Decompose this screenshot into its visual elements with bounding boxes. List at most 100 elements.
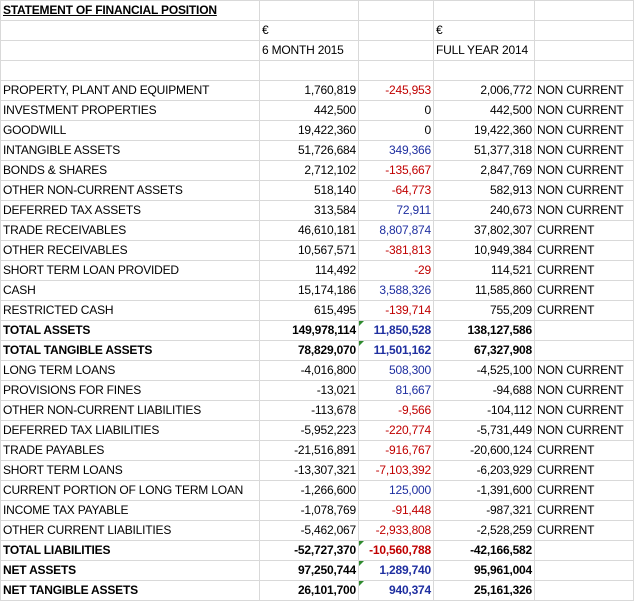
classification[interactable]: NON CURRENT	[534, 160, 634, 181]
h1-value[interactable]: 313,584	[259, 200, 359, 221]
h1-value[interactable]: 46,610,181	[259, 220, 359, 241]
change-value[interactable]: -64,773	[358, 180, 434, 201]
classification[interactable]: NON CURRENT	[534, 120, 634, 141]
change-value[interactable]: -10,560,788	[358, 540, 434, 561]
classification[interactable]: NON CURRENT	[534, 100, 634, 121]
h1-value[interactable]: 1,760,819	[259, 80, 359, 101]
h1-value[interactable]: 518,140	[259, 180, 359, 201]
row-label[interactable]: OTHER NON-CURRENT LIABILITIES	[0, 400, 260, 421]
h1-value[interactable]: 10,567,571	[259, 240, 359, 261]
change-value[interactable]: 81,667	[358, 380, 434, 401]
fy-value[interactable]: -104,112	[433, 400, 535, 421]
classification[interactable]: CURRENT	[534, 300, 634, 321]
change-value[interactable]: -381,813	[358, 240, 434, 261]
empty-cell[interactable]	[433, 0, 535, 21]
classification[interactable]: CURRENT	[534, 240, 634, 261]
fy-value[interactable]: 114,521	[433, 260, 535, 281]
row-label[interactable]: NET ASSETS	[0, 560, 260, 581]
classification[interactable]: CURRENT	[534, 260, 634, 281]
classification[interactable]: NON CURRENT	[534, 140, 634, 161]
empty-cell[interactable]	[0, 20, 260, 41]
h1-value[interactable]: 51,726,684	[259, 140, 359, 161]
fy-value[interactable]: 95,961,004	[433, 560, 535, 581]
period-h1-header[interactable]: 6 MONTH 2015	[259, 40, 359, 61]
h1-value[interactable]: -13,021	[259, 380, 359, 401]
fy-value[interactable]: -1,391,600	[433, 480, 535, 501]
h1-value[interactable]: 149,978,114	[259, 320, 359, 341]
row-label[interactable]: LONG TERM LOANS	[0, 360, 260, 381]
row-label[interactable]: DEFERRED TAX LIABILITIES	[0, 420, 260, 441]
change-value[interactable]: -220,774	[358, 420, 434, 441]
change-value[interactable]: -245,953	[358, 80, 434, 101]
empty-cell[interactable]	[0, 40, 260, 61]
row-label[interactable]: INTANGIBLE ASSETS	[0, 140, 260, 161]
classification[interactable]: NON CURRENT	[534, 80, 634, 101]
row-label[interactable]: CURRENT PORTION OF LONG TERM LOAN	[0, 480, 260, 501]
empty-cell[interactable]	[433, 60, 535, 81]
empty-cell[interactable]	[358, 0, 434, 21]
classification[interactable]: NON CURRENT	[534, 380, 634, 401]
empty-cell[interactable]	[534, 20, 634, 41]
change-value[interactable]: 72,911	[358, 200, 434, 221]
fy-value[interactable]: 755,209	[433, 300, 535, 321]
classification[interactable]: NON CURRENT	[534, 400, 634, 421]
row-label[interactable]: INVESTMENT PROPERTIES	[0, 100, 260, 121]
classification[interactable]: NON CURRENT	[534, 420, 634, 441]
change-value[interactable]: 8,807,874	[358, 220, 434, 241]
h1-value[interactable]: -5,462,067	[259, 520, 359, 541]
h1-value[interactable]: -1,266,600	[259, 480, 359, 501]
change-value[interactable]: 349,366	[358, 140, 434, 161]
row-label[interactable]: PROPERTY, PLANT AND EQUIPMENT	[0, 80, 260, 101]
change-value[interactable]: -2,933,808	[358, 520, 434, 541]
row-label[interactable]: PROVISIONS FOR FINES	[0, 380, 260, 401]
h1-value[interactable]: 15,174,186	[259, 280, 359, 301]
h1-value[interactable]: -52,727,370	[259, 540, 359, 561]
fy-value[interactable]: -42,166,582	[433, 540, 535, 561]
fy-value[interactable]: 37,802,307	[433, 220, 535, 241]
classification[interactable]: CURRENT	[534, 520, 634, 541]
h1-value[interactable]: 26,101,700	[259, 580, 359, 601]
classification[interactable]	[534, 580, 634, 601]
change-value[interactable]: -7,103,392	[358, 460, 434, 481]
change-value[interactable]: -135,667	[358, 160, 434, 181]
classification[interactable]: CURRENT	[534, 480, 634, 501]
h1-value[interactable]: 19,422,360	[259, 120, 359, 141]
h1-value[interactable]: 615,495	[259, 300, 359, 321]
fy-value[interactable]: 19,422,360	[433, 120, 535, 141]
fy-value[interactable]: -6,203,929	[433, 460, 535, 481]
h1-value[interactable]: 114,492	[259, 260, 359, 281]
change-value[interactable]: 1,289,740	[358, 560, 434, 581]
h1-value[interactable]: -13,307,321	[259, 460, 359, 481]
empty-cell[interactable]	[358, 60, 434, 81]
fy-value[interactable]: 582,913	[433, 180, 535, 201]
row-label[interactable]: DEFERRED TAX ASSETS	[0, 200, 260, 221]
fy-value[interactable]: 51,377,318	[433, 140, 535, 161]
classification[interactable]	[534, 340, 634, 361]
classification[interactable]: CURRENT	[534, 280, 634, 301]
empty-cell[interactable]	[358, 20, 434, 41]
classification[interactable]: NON CURRENT	[534, 180, 634, 201]
fy-value[interactable]: 442,500	[433, 100, 535, 121]
fy-value[interactable]: 11,585,860	[433, 280, 535, 301]
row-label[interactable]: OTHER CURRENT LIABILITIES	[0, 520, 260, 541]
fy-value[interactable]: 25,161,326	[433, 580, 535, 601]
row-label[interactable]: TOTAL ASSETS	[0, 320, 260, 341]
row-label[interactable]: INCOME TAX PAYABLE	[0, 500, 260, 521]
row-label[interactable]: SHORT TERM LOANS	[0, 460, 260, 481]
h1-value[interactable]: 442,500	[259, 100, 359, 121]
empty-cell[interactable]	[358, 40, 434, 61]
currency-fy[interactable]: €	[433, 20, 535, 41]
change-value[interactable]: 125,000	[358, 480, 434, 501]
fy-value[interactable]: 138,127,586	[433, 320, 535, 341]
row-label[interactable]: TRADE RECEIVABLES	[0, 220, 260, 241]
row-label[interactable]: TOTAL TANGIBLE ASSETS	[0, 340, 260, 361]
change-value[interactable]: 3,588,326	[358, 280, 434, 301]
row-label[interactable]: SHORT TERM LOAN PROVIDED	[0, 260, 260, 281]
h1-value[interactable]: -21,516,891	[259, 440, 359, 461]
empty-cell[interactable]	[259, 60, 359, 81]
row-label[interactable]: BONDS & SHARES	[0, 160, 260, 181]
h1-value[interactable]: -4,016,800	[259, 360, 359, 381]
sheet-title[interactable]: STATEMENT OF FINANCIAL POSITION	[0, 0, 260, 21]
classification[interactable]: CURRENT	[534, 440, 634, 461]
row-label[interactable]: CASH	[0, 280, 260, 301]
